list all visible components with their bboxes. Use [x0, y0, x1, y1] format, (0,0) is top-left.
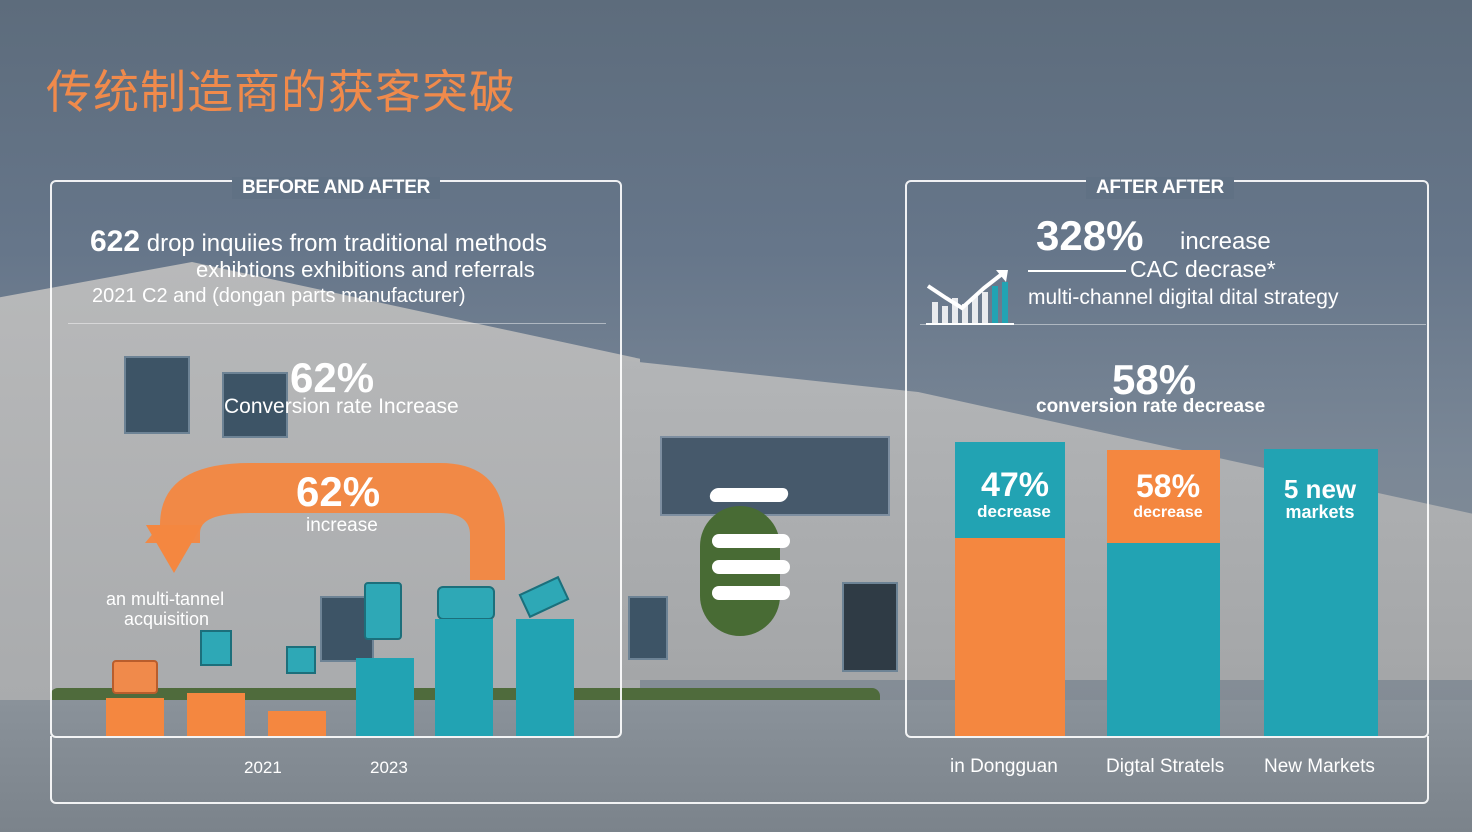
- bar: [516, 619, 574, 736]
- bar-base: [1264, 549, 1378, 736]
- bar: [187, 693, 245, 736]
- curved-arrow-icon: [145, 463, 505, 580]
- machine-icon: [364, 582, 402, 640]
- factory-window: [628, 596, 668, 660]
- arrow-percent: 62%: [296, 468, 381, 515]
- bar: [106, 698, 164, 736]
- right-mid-percent: 58%: [1112, 356, 1197, 403]
- right-line-3: multi-channel digital dital strategy: [1028, 286, 1339, 309]
- ground: [0, 700, 1472, 832]
- factory-window: [124, 356, 190, 434]
- bar-label-text: markets: [1285, 502, 1355, 522]
- right-category-label: in Dongguan: [950, 756, 1058, 777]
- growth-chart-icon: [926, 270, 1014, 325]
- bar-top: [955, 442, 1065, 538]
- bar-label-text: decrease: [1133, 504, 1203, 521]
- machine-icon: [112, 660, 158, 694]
- factory-window: [222, 372, 288, 438]
- left-stat-line: 622 drop inquiies from traditional metho…: [90, 225, 547, 259]
- left-stat-text: drop inquiies from traditional methods: [146, 230, 547, 257]
- bar: [268, 711, 326, 736]
- right-stat-number: 328%: [1036, 212, 1144, 259]
- side-label-2: acquisition: [124, 609, 210, 629]
- factory-window: [660, 436, 890, 516]
- bar-label-value: 47%: [980, 466, 1050, 504]
- bar-top: [1264, 449, 1378, 549]
- left-mid-label: Conversion rate Increase: [224, 395, 459, 418]
- right-panel-header: AFTER AFTER: [1086, 177, 1234, 199]
- bar: [356, 658, 414, 736]
- bar-base: [1107, 543, 1220, 736]
- left-stat-number: 622: [90, 225, 141, 258]
- left-tick-2021: 2021: [244, 758, 282, 777]
- factory-door: [842, 582, 898, 672]
- left-line-3: 2021 C2 and (dongan parts manufacturer): [92, 285, 466, 307]
- arrow-label: increase: [306, 515, 378, 536]
- right-stat-underline: [1028, 270, 1126, 272]
- right-category-label: New Markets: [1264, 756, 1375, 777]
- left-panel-header: BEFORE AND AFTER: [232, 177, 441, 199]
- right-category-label: Digtal Stratels: [1106, 756, 1225, 777]
- right-line-2: CAC decrase*: [1130, 256, 1276, 282]
- right-divider: [920, 324, 1426, 325]
- bar: [435, 619, 493, 736]
- page-title: 传统制造商的获客突破: [46, 65, 516, 119]
- left-mid-percent: 62%: [290, 354, 375, 401]
- machine-icon: [200, 630, 232, 666]
- bar-label-text: decrease: [977, 502, 1051, 521]
- bar-label-value: 5 new: [1283, 474, 1357, 504]
- side-label-1: an multi-tannel: [106, 589, 225, 609]
- outer-frame: [50, 736, 1429, 804]
- right-stat-label: increase: [1180, 228, 1271, 255]
- left-tick-2023: 2023: [370, 758, 408, 777]
- bar-top: [1107, 450, 1220, 543]
- machine-icon: [286, 646, 316, 674]
- right-mid-label: conversion rate decrease: [1036, 396, 1266, 417]
- left-divider: [68, 323, 606, 324]
- left-line-2: exhibtions exhibitions and referrals: [196, 257, 535, 282]
- bar-label-value: 58%: [1135, 468, 1201, 504]
- bar-base: [955, 538, 1065, 736]
